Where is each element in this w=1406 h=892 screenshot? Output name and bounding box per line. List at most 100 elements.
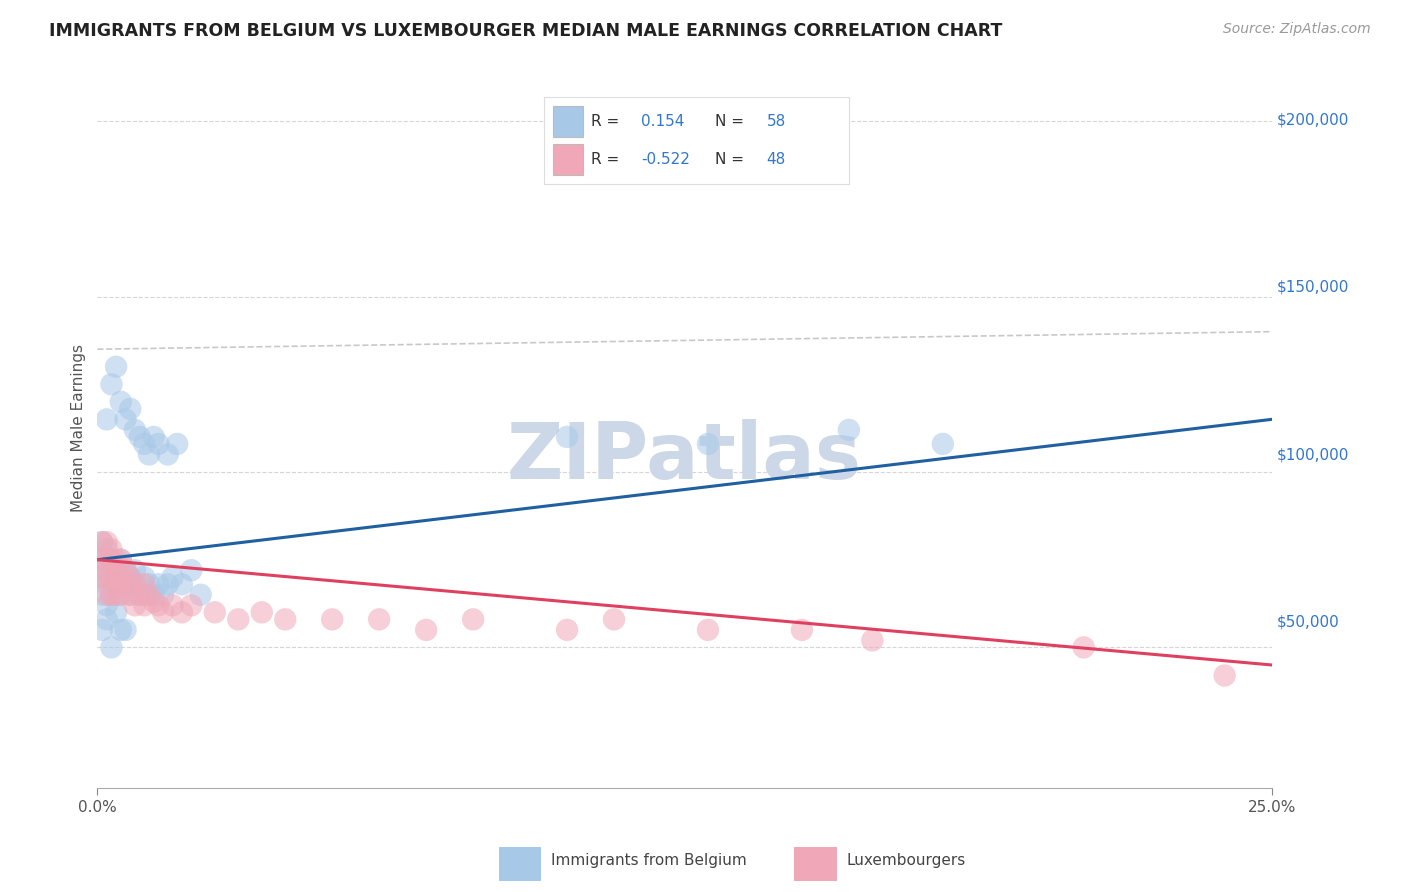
Point (96, 570, 118, 584)
Point (100, 552, 122, 566)
Point (91, 552, 114, 566)
Point (91, 535, 114, 549)
Point (114, 563, 136, 577)
Point (91, 570, 114, 584)
Point (697, 623, 720, 637)
Point (110, 570, 132, 584)
Point (932, 437, 955, 451)
Point (120, 588, 142, 602)
Point (96, 535, 118, 549)
Point (603, 612, 626, 626)
Point (110, 623, 132, 637)
Point (1213, 668, 1236, 682)
Point (100, 588, 122, 602)
Point (138, 447, 160, 461)
Point (124, 423, 146, 437)
Point (114, 577, 136, 591)
Point (555, 623, 578, 637)
Point (96, 563, 118, 577)
Text: Luxembourgers: Luxembourgers (846, 854, 966, 868)
Point (148, 437, 170, 451)
Point (128, 588, 150, 602)
Point (226, 612, 249, 626)
Point (142, 588, 165, 602)
Point (100, 570, 122, 584)
Point (838, 423, 860, 437)
Point (91, 570, 114, 584)
Point (170, 605, 193, 619)
Point (96, 588, 118, 602)
Text: Immigrants from Belgium: Immigrants from Belgium (551, 854, 747, 868)
Point (96, 412, 118, 426)
Point (415, 623, 437, 637)
Point (555, 430, 578, 444)
Point (128, 430, 150, 444)
Point (134, 437, 156, 451)
Point (180, 599, 202, 613)
Point (1073, 640, 1095, 655)
Point (138, 588, 160, 602)
Point (162, 570, 184, 584)
Text: IMMIGRANTS FROM BELGIUM VS LUXEMBOURGER MEDIAN MALE EARNINGS CORRELATION CHART: IMMIGRANTS FROM BELGIUM VS LUXEMBOURGER … (49, 22, 1002, 40)
Point (100, 552, 122, 566)
Point (100, 588, 122, 602)
Point (114, 412, 136, 426)
Point (105, 359, 128, 374)
Point (124, 577, 146, 591)
Point (461, 612, 484, 626)
Point (148, 599, 170, 613)
Point (134, 577, 156, 591)
Point (91, 535, 114, 549)
Point (162, 599, 184, 613)
Point (105, 552, 128, 566)
Point (100, 377, 122, 392)
Point (368, 612, 391, 626)
Point (105, 605, 128, 619)
Point (105, 570, 128, 584)
Point (134, 599, 156, 613)
Point (96, 577, 118, 591)
Y-axis label: Median Male Earnings: Median Male Earnings (72, 344, 86, 512)
Point (152, 588, 174, 602)
Point (120, 570, 142, 584)
Point (124, 577, 146, 591)
Point (156, 447, 179, 461)
Point (321, 612, 343, 626)
Point (180, 563, 202, 577)
Point (860, 633, 883, 648)
Point (114, 577, 136, 591)
Text: Source: ZipAtlas.com: Source: ZipAtlas.com (1223, 22, 1371, 37)
Point (142, 595, 165, 609)
Point (114, 623, 136, 637)
Point (114, 563, 136, 577)
Point (156, 577, 179, 591)
Point (120, 570, 142, 584)
Point (124, 599, 146, 613)
Point (110, 588, 132, 602)
Point (142, 430, 165, 444)
Point (105, 588, 128, 602)
Point (96, 599, 118, 613)
Point (105, 563, 128, 577)
Point (105, 577, 128, 591)
Point (170, 577, 193, 591)
Point (91, 623, 114, 637)
Point (190, 588, 212, 602)
Point (120, 588, 142, 602)
Point (152, 605, 174, 619)
Point (96, 542, 118, 557)
Point (100, 542, 122, 557)
Point (91, 552, 114, 566)
Point (110, 552, 132, 566)
Point (274, 612, 297, 626)
Point (110, 552, 132, 566)
Point (120, 401, 142, 416)
Point (790, 623, 813, 637)
Point (166, 437, 188, 451)
Point (250, 605, 273, 619)
Point (134, 570, 156, 584)
Point (100, 570, 122, 584)
Point (128, 588, 150, 602)
Point (96, 612, 118, 626)
Text: ZIPatlas: ZIPatlas (508, 419, 862, 495)
